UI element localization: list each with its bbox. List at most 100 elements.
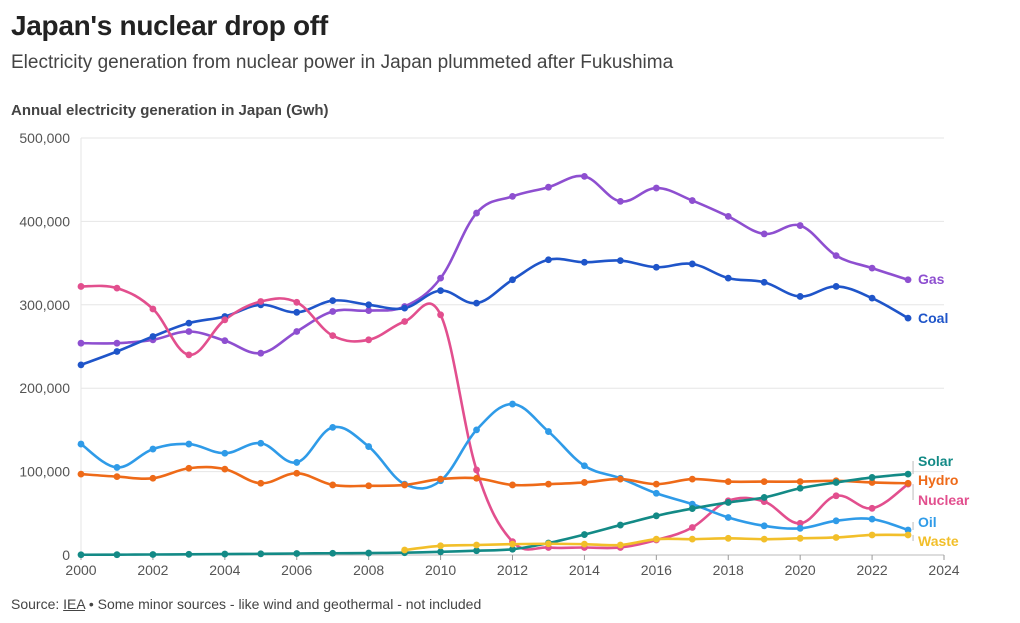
- gas-data-point: [329, 308, 337, 315]
- waste-data-point: [868, 531, 876, 539]
- coal-data-point: [904, 314, 912, 322]
- oil-data-point: [760, 522, 768, 530]
- gas-series-line: [79, 174, 910, 355]
- nuclear-data-point: [868, 504, 876, 512]
- source-note: Source: IEA • Some minor sources - like …: [11, 596, 481, 612]
- hydro-data-point: [760, 478, 768, 486]
- oil-data-point: [365, 443, 373, 450]
- solar-data-point: [509, 545, 516, 553]
- coal-data-point: [473, 299, 480, 307]
- x-tick-label: 2022: [857, 562, 888, 578]
- solar-data-point: [473, 547, 480, 555]
- waste-data-point: [616, 541, 624, 549]
- coal-data-point: [760, 278, 768, 286]
- chart-subtitle: Electricity generation from nuclear powe…: [11, 52, 674, 73]
- hydro-data-point: [293, 469, 301, 477]
- coal-data-point: [688, 260, 696, 268]
- solar-data-point: [616, 521, 624, 529]
- hydro-data-point: [113, 473, 121, 481]
- hydro-series-label: Hydro: [918, 472, 958, 488]
- x-tick-label: 2014: [569, 562, 600, 578]
- gas-data-point: [724, 212, 732, 220]
- solar-data-point: [257, 550, 265, 558]
- waste-data-point: [724, 534, 732, 542]
- oil-data-point: [581, 462, 588, 470]
- gas-data-point: [257, 349, 265, 357]
- oil-data-point: [545, 428, 552, 435]
- y-tick-label: 500,000: [19, 130, 70, 146]
- coal-data-point: [293, 308, 301, 316]
- coal-data-point: [509, 276, 516, 284]
- hydro-data-point: [365, 482, 373, 490]
- oil-data-point: [509, 400, 516, 408]
- solar-data-point: [904, 470, 912, 478]
- coal-data-point: [652, 263, 660, 271]
- coal-data-point: [581, 258, 588, 266]
- hydro-data-point: [77, 470, 85, 478]
- coal-data-point: [329, 297, 337, 305]
- solar-data-point: [149, 551, 157, 558]
- series-lines: [79, 174, 910, 557]
- gas-data-point: [868, 264, 876, 272]
- gas-data-point: [77, 339, 85, 347]
- nuclear-data-point: [365, 336, 373, 344]
- gas-data-point: [473, 209, 480, 217]
- hydro-data-point: [688, 475, 696, 483]
- y-tick-label: 100,000: [19, 464, 70, 480]
- x-tick-label: 2018: [713, 562, 744, 578]
- waste-data-point: [688, 535, 696, 543]
- solar-data-point: [868, 474, 876, 481]
- coal-data-point: [545, 256, 552, 264]
- x-tick-label: 2008: [353, 562, 384, 578]
- solar-data-point: [77, 551, 85, 559]
- hydro-data-point: [401, 481, 409, 489]
- coal-data-point: [149, 333, 157, 340]
- solar-data-point: [581, 531, 588, 538]
- nuclear-data-point: [113, 284, 121, 292]
- waste-data-point: [401, 546, 409, 554]
- oil-data-point: [257, 439, 265, 447]
- coal-data-point: [796, 293, 804, 300]
- solar-data-point: [652, 512, 660, 520]
- waste-data-point: [760, 535, 768, 543]
- y-tick-label: 400,000: [19, 213, 70, 229]
- oil-series-label: Oil: [918, 514, 937, 530]
- nuclear-data-point: [329, 332, 337, 340]
- waste-data-point: [904, 531, 912, 539]
- source-note-text: • Some minor sources - like wind and geo…: [84, 596, 482, 612]
- solar-series-label: Solar: [918, 453, 954, 469]
- oil-data-point: [221, 449, 229, 457]
- series-points: [77, 172, 912, 559]
- hydro-data-point: [437, 475, 444, 483]
- hydro-series-line: [79, 465, 910, 488]
- coal-data-point: [616, 257, 624, 264]
- waste-data-point: [473, 541, 480, 549]
- waste-series-label: Waste: [918, 533, 959, 549]
- oil-data-point: [832, 517, 840, 525]
- waste-data-point: [437, 542, 444, 550]
- coal-data-point: [77, 361, 85, 369]
- gas-data-point: [509, 192, 516, 200]
- hydro-data-point: [509, 481, 516, 489]
- x-tick-label: 2004: [209, 562, 240, 578]
- waste-data-point: [832, 534, 840, 541]
- solar-data-point: [724, 499, 732, 506]
- y-axis-title: Annual electricity generation in Japan (…: [11, 102, 329, 119]
- coal-data-point: [401, 304, 409, 312]
- nuclear-data-point: [293, 298, 301, 306]
- chart-title: Japan's nuclear drop off: [11, 10, 328, 41]
- hydro-data-point: [545, 480, 552, 488]
- solar-data-point: [329, 549, 337, 557]
- coal-series-label: Coal: [918, 310, 948, 326]
- x-tick-label: 2010: [425, 562, 456, 578]
- gas-data-point: [221, 337, 229, 345]
- coal-data-point: [724, 274, 732, 282]
- gridlines: [80, 137, 944, 556]
- x-tick-label: 2000: [65, 562, 96, 578]
- source-link[interactable]: IEA: [63, 596, 85, 612]
- gas-data-point: [185, 328, 193, 335]
- gas-series-label: Gas: [918, 271, 945, 287]
- oil-data-point: [185, 440, 193, 448]
- solar-data-point: [365, 549, 373, 557]
- x-tick-label: 2016: [641, 562, 672, 578]
